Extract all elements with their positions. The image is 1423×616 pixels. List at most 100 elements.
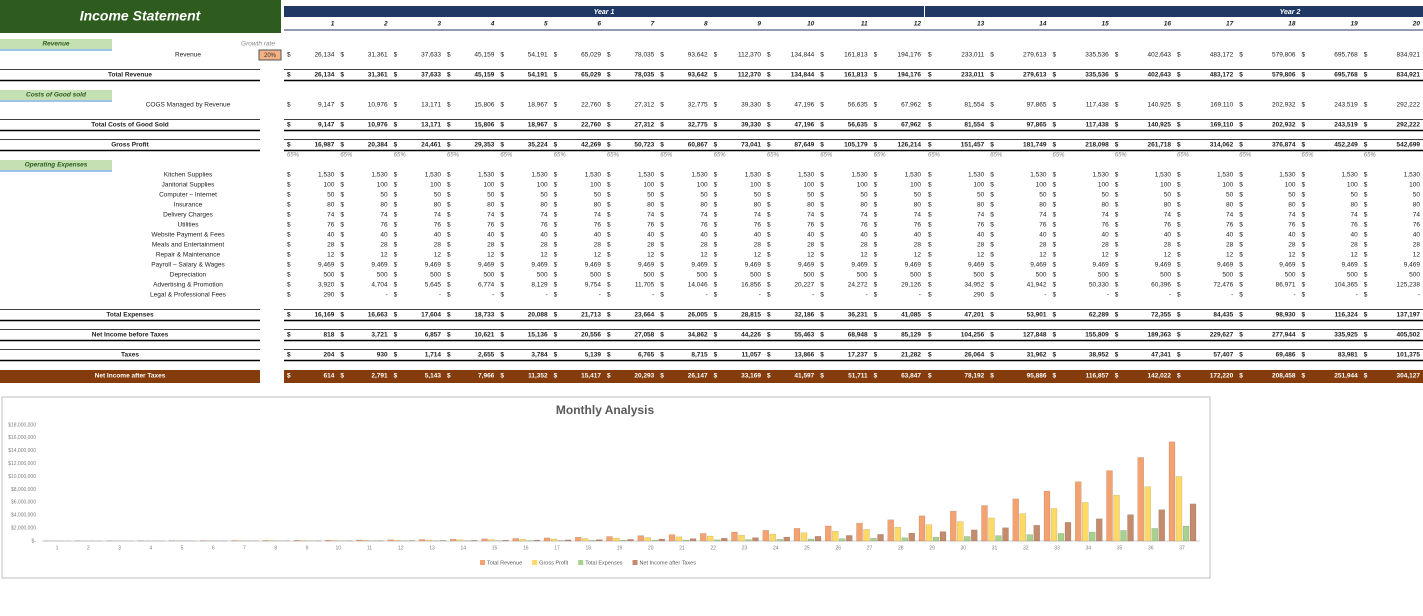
value-cell: 74 bbox=[594, 212, 602, 219]
value-cell: 13,866 bbox=[794, 352, 814, 359]
row-label: Net Income after Taxes bbox=[95, 373, 166, 380]
value-cell: 1,530 bbox=[968, 172, 985, 179]
value-cell: 80 bbox=[1351, 202, 1359, 209]
value-cell: 37,633 bbox=[421, 72, 441, 79]
currency-sign: $ bbox=[394, 172, 398, 179]
bar bbox=[1151, 528, 1158, 542]
currency-sign: $ bbox=[990, 272, 994, 279]
bar bbox=[1189, 503, 1197, 542]
x-tick-label: 22 bbox=[710, 545, 716, 551]
value-cell: 1,714 bbox=[425, 352, 442, 359]
currency-sign: $ bbox=[287, 122, 291, 129]
value-cell: 74 bbox=[1102, 212, 1110, 219]
currency-sign: $ bbox=[554, 172, 558, 179]
value-cell: 98,930 bbox=[1276, 312, 1296, 319]
currency-sign: $ bbox=[500, 222, 504, 229]
currency-sign: $ bbox=[767, 282, 771, 289]
value-cell: 500 bbox=[537, 272, 548, 279]
value-cell: 76 bbox=[1226, 222, 1234, 229]
value-cell: - bbox=[545, 292, 547, 299]
currency-sign: $ bbox=[340, 72, 344, 79]
x-tick-label: 19 bbox=[617, 545, 623, 551]
currency-sign: $ bbox=[447, 192, 451, 199]
currency-sign: $ bbox=[660, 222, 664, 229]
value-cell: 50 bbox=[540, 192, 548, 199]
value-cell: 290 bbox=[323, 292, 334, 299]
value-cell: 28 bbox=[434, 242, 442, 249]
value-cell: 834,921 bbox=[1397, 72, 1421, 79]
bar bbox=[1012, 498, 1019, 542]
currency-sign: $ bbox=[1239, 242, 1243, 249]
value-cell: 500 bbox=[1409, 272, 1420, 279]
growth-value[interactable]: 20% bbox=[264, 53, 277, 59]
value-cell: 40 bbox=[1351, 232, 1359, 239]
currency-sign: $ bbox=[1053, 232, 1057, 239]
currency-sign: $ bbox=[447, 182, 451, 189]
currency-sign: $ bbox=[554, 192, 558, 199]
value-cell: 13,171 bbox=[421, 102, 441, 109]
currency-sign: $ bbox=[554, 262, 558, 269]
currency-sign: $ bbox=[990, 373, 994, 380]
value-cell: 104,256 bbox=[961, 332, 985, 339]
value-cell: 9,469 bbox=[425, 262, 442, 269]
value-cell: 12 bbox=[807, 252, 815, 259]
row-label: Payroll – Salary & Wages bbox=[151, 262, 225, 269]
value-cell: 194,176 bbox=[897, 72, 921, 79]
value-cell: 80 bbox=[977, 202, 985, 209]
currency-sign: $ bbox=[820, 122, 824, 129]
currency-sign: $ bbox=[714, 252, 718, 259]
value-cell: 2,791 bbox=[371, 373, 388, 380]
currency-sign: $ bbox=[1239, 262, 1243, 269]
bar bbox=[731, 531, 738, 542]
value-cell: 542,699 bbox=[1397, 142, 1421, 149]
currency-sign: $ bbox=[1177, 262, 1181, 269]
x-tick-label: 17 bbox=[554, 545, 560, 551]
currency-sign: $ bbox=[714, 262, 718, 269]
value-cell: 28 bbox=[807, 242, 815, 249]
currency-sign: $ bbox=[1364, 332, 1368, 339]
value-cell: 40 bbox=[807, 232, 815, 239]
value-cell: 500 bbox=[590, 272, 601, 279]
row-label: Total Costs of Good Sold bbox=[91, 122, 169, 129]
final-row-band bbox=[284, 370, 1423, 383]
currency-sign: $ bbox=[767, 222, 771, 229]
currency-sign: $ bbox=[990, 262, 994, 269]
currency-sign: $ bbox=[340, 232, 344, 239]
bar bbox=[689, 538, 697, 542]
currency-sign: $ bbox=[1177, 52, 1181, 59]
currency-sign: $ bbox=[447, 282, 451, 289]
y-tick-label: $14,000,000 bbox=[8, 448, 36, 454]
currency-sign: $ bbox=[767, 102, 771, 109]
x-tick-label: 13 bbox=[429, 545, 435, 551]
value-cell: 76 bbox=[754, 222, 762, 229]
chart-frame[interactable] bbox=[1, 396, 1211, 579]
currency-sign: $ bbox=[1364, 232, 1368, 239]
value-cell: 5,143 bbox=[425, 373, 442, 380]
value-cell: 15,806 bbox=[474, 122, 494, 129]
bar bbox=[807, 538, 815, 542]
bar bbox=[418, 539, 426, 542]
currency-sign: $ bbox=[1115, 262, 1119, 269]
currency-sign: $ bbox=[1239, 202, 1243, 209]
value-cell: 155,809 bbox=[1085, 332, 1109, 339]
value-cell: 47,196 bbox=[794, 102, 814, 109]
currency-sign: $ bbox=[394, 202, 398, 209]
value-cell: 100 bbox=[1160, 182, 1171, 189]
x-tick-label: 7 bbox=[243, 545, 246, 551]
value-cell: 204 bbox=[323, 352, 334, 359]
currency-sign: $ bbox=[767, 262, 771, 269]
growth-input[interactable] bbox=[258, 49, 282, 61]
value-cell: 17,604 bbox=[421, 312, 441, 319]
currency-sign: $ bbox=[500, 373, 504, 380]
value-cell: - bbox=[812, 292, 814, 299]
currency-sign: $ bbox=[394, 332, 398, 339]
currency-sign: $ bbox=[928, 202, 932, 209]
currency-sign: $ bbox=[1177, 72, 1181, 79]
value-cell: 50 bbox=[1351, 192, 1359, 199]
value-cell: 40 bbox=[977, 232, 985, 239]
value-cell: 78,192 bbox=[964, 373, 984, 380]
value-cell: 40 bbox=[434, 232, 442, 239]
value-cell: 18,967 bbox=[528, 122, 548, 129]
value-cell: 10,621 bbox=[474, 332, 494, 339]
